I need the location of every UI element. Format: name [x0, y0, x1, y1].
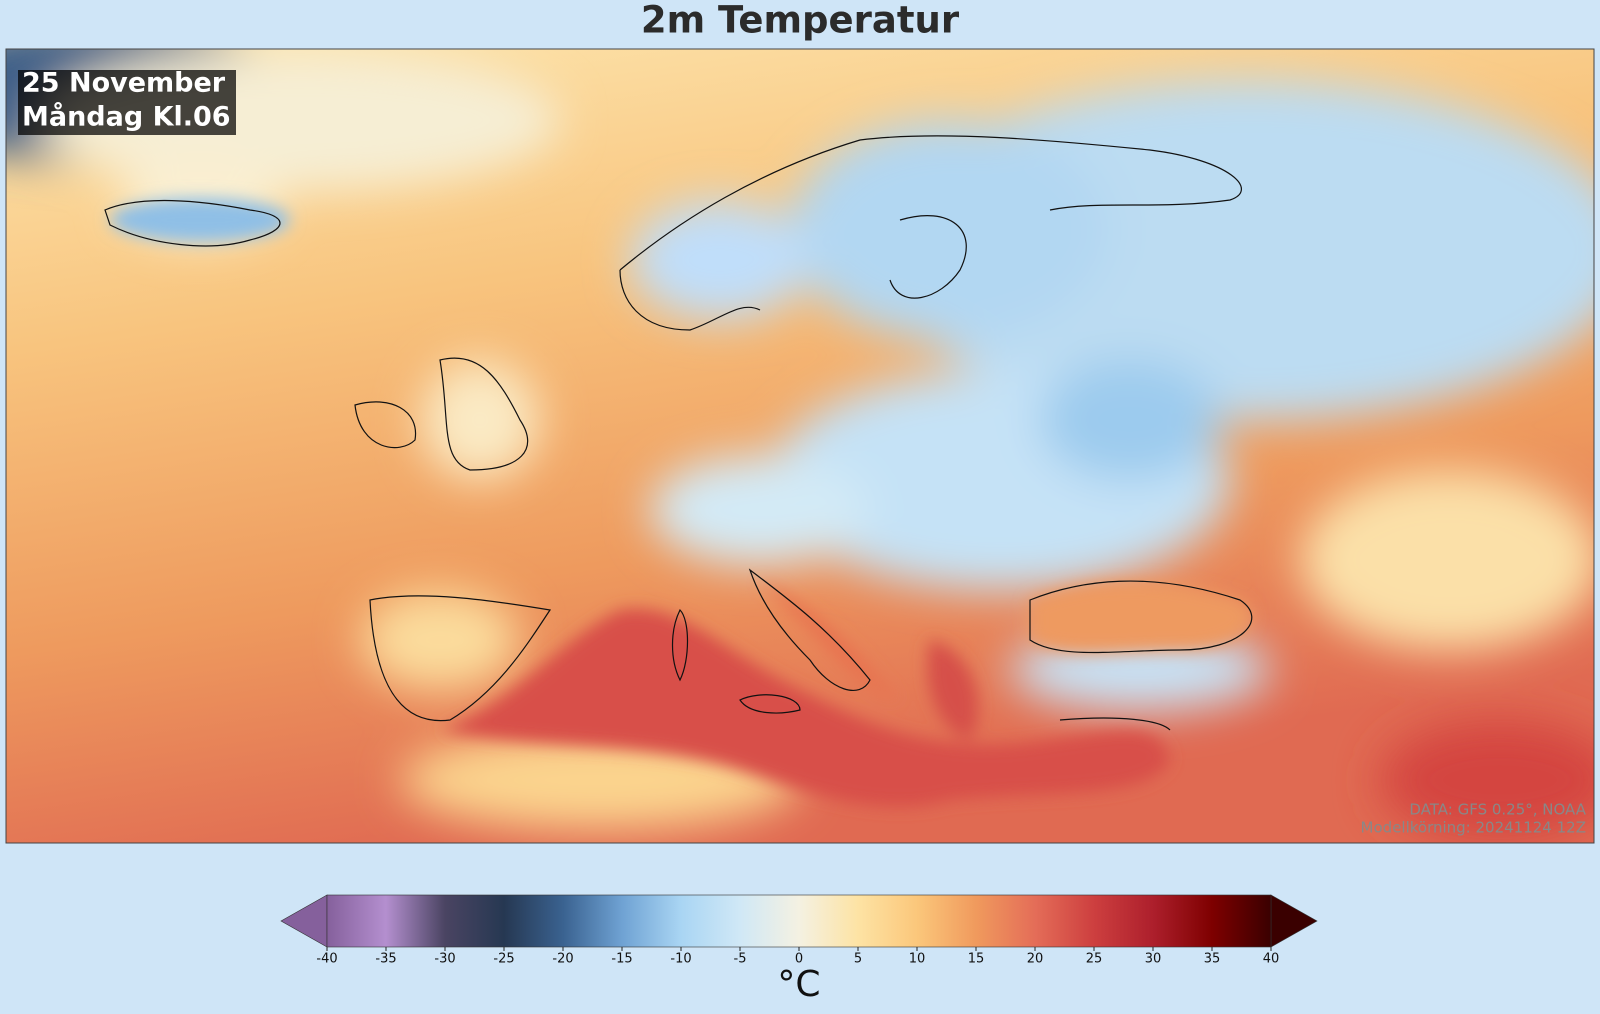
credit: Modellkörning: 20241124 12Z	[1361, 819, 1586, 837]
time-label: Måndag Kl.06	[22, 101, 231, 133]
tick-label: 30	[1145, 952, 1162, 967]
tick-label: 10	[909, 952, 926, 967]
tick-label: -35	[375, 952, 396, 967]
date-box	[18, 70, 236, 135]
credit: DATA: GFS 0.25°, NOAA	[1409, 801, 1586, 819]
map: 25 November Måndag Kl.06 DATA: GFS 0.25°…	[6, 49, 1594, 843]
tick-label: -15	[611, 952, 632, 967]
tick-label: -25	[493, 952, 514, 967]
colorbar-label: °C	[777, 964, 820, 1005]
colorbar-extend-high	[1270, 894, 1318, 948]
colorbar-bar	[326, 894, 1272, 948]
tick-label: -5	[734, 952, 747, 967]
tick-label: -40	[316, 952, 337, 967]
tick-label: 40	[1263, 952, 1280, 967]
tick-label: 20	[1027, 952, 1044, 967]
tick-label: -20	[552, 952, 573, 967]
tick-label: -30	[434, 952, 455, 967]
tick-label: 5	[854, 952, 862, 967]
date-label: 25 November	[22, 68, 226, 99]
title: 2m Temperatur	[641, 0, 960, 42]
tick-label: -10	[670, 952, 691, 967]
tick-label: 0	[795, 952, 803, 967]
tick-label: 15	[968, 952, 985, 967]
colorbar: -40 -35 -30 -25 -20 -15 -10 -5 0 5 10 15 20 25 30 35 40 °…	[280, 894, 1318, 1005]
map-frame	[5, 48, 1595, 844]
tick-label: 35	[1204, 952, 1221, 967]
colorbar-extend-low	[280, 894, 328, 948]
tick-label: 25	[1086, 952, 1103, 967]
coastlines	[104, 135, 1253, 731]
